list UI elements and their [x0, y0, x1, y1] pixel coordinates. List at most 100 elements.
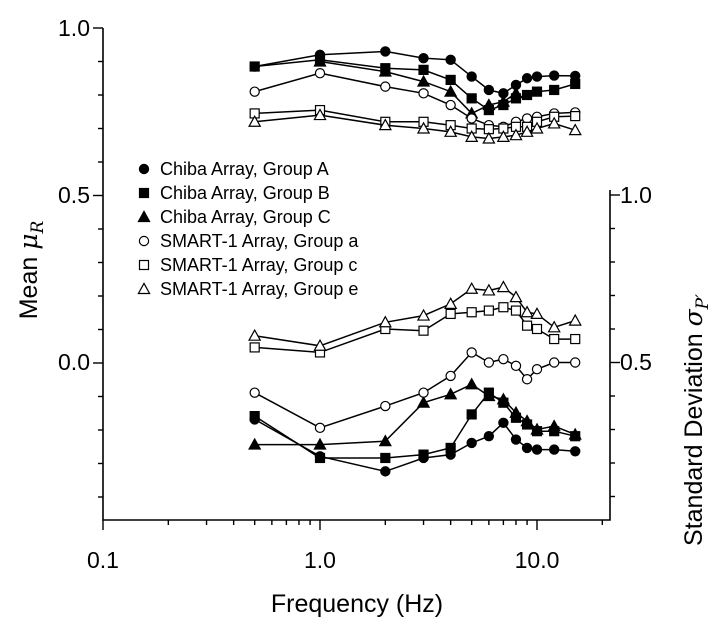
- mean-series-point: [521, 73, 533, 84]
- std-series-point: [568, 427, 582, 440]
- std-series-point: [547, 419, 561, 432]
- std-series-point: [498, 417, 509, 428]
- y-left-tick-label: 0.5: [58, 182, 90, 208]
- std-series-point: [530, 422, 544, 435]
- legend: Chiba Array, Group A Chiba Array, Group …: [137, 159, 359, 299]
- std-series-point: [418, 449, 429, 460]
- legend-marker: [137, 282, 151, 295]
- legend-label: SMART-1 Array, Group a: [160, 231, 359, 251]
- std-series-point: [445, 442, 456, 454]
- svg-text:Mean μR: Mean μR: [14, 221, 48, 320]
- std-series-point: [531, 323, 543, 335]
- std-series-point: [570, 446, 581, 457]
- std-series-point: [510, 305, 522, 316]
- mean-series-point: [249, 86, 260, 97]
- mean-series-point: [482, 98, 496, 111]
- std-series-point: [548, 357, 560, 368]
- std-series-point: [498, 353, 509, 365]
- x-axis-ticks: [102, 520, 604, 530]
- legend-label: Chiba Array, Group B: [160, 183, 330, 203]
- series-layer: [248, 46, 582, 477]
- std-series-point: [568, 313, 582, 326]
- std-series-point: [521, 320, 533, 331]
- std-series-point: [549, 333, 560, 345]
- std-series-point: [378, 434, 392, 447]
- std-series-point: [520, 414, 534, 427]
- std-series-point: [249, 387, 260, 398]
- std-series-point: [482, 283, 496, 296]
- std-series-point: [548, 444, 560, 455]
- mean-series-point: [531, 86, 543, 97]
- std-series-point: [509, 290, 523, 303]
- mean-series-line-1: [254, 59, 576, 111]
- legend-marker: [138, 259, 150, 271]
- y-left-tick-label: 0.0: [58, 349, 90, 375]
- x-tick-label: 1.0: [304, 547, 336, 573]
- std-series-point: [520, 305, 534, 318]
- std-series-point: [547, 320, 561, 333]
- std-series-point: [418, 325, 429, 336]
- std-series-point: [378, 315, 392, 328]
- mean-series-point: [496, 94, 511, 107]
- std-series-point: [313, 437, 327, 450]
- mean-series-point: [313, 54, 327, 67]
- std-series-point: [380, 452, 391, 464]
- mean-series-point: [466, 93, 477, 104]
- mean-series-point: [568, 123, 582, 136]
- legend-label: SMART-1 Array, Group c: [160, 255, 357, 275]
- mean-series-point: [418, 64, 429, 75]
- mean-series-line-0: [254, 50, 576, 95]
- std-series-point: [444, 297, 458, 309]
- mean-series-point: [509, 128, 523, 141]
- mean-series-point: [416, 74, 431, 87]
- mean-series-point: [466, 113, 477, 124]
- std-series-point: [570, 333, 581, 345]
- mean-series-point: [570, 78, 581, 90]
- std-series-point: [496, 392, 511, 405]
- y-right-axis-title: Standard Deviation σP′: [679, 294, 713, 546]
- std-series-point: [483, 357, 495, 368]
- std-series-point: [465, 377, 479, 390]
- std-series-point: [416, 308, 431, 321]
- mean-series-point: [548, 70, 560, 81]
- y-left-tick-label: 1.0: [58, 15, 90, 41]
- mean-series-point: [530, 121, 544, 134]
- std-series-point: [466, 347, 477, 358]
- svg-text:Standard Deviation σP′: Standard Deviation σP′: [679, 294, 713, 546]
- std-series-point: [530, 307, 544, 320]
- mean-series-point: [531, 71, 543, 82]
- mean-series-point: [483, 84, 495, 96]
- legend-markers: [137, 163, 151, 295]
- std-series-point: [248, 437, 262, 450]
- mean-series-point: [520, 125, 534, 137]
- mean-series-point: [521, 89, 533, 101]
- mean-series-point: [248, 114, 262, 127]
- std-series-point: [521, 374, 533, 385]
- legend-label: Chiba Array, Group C: [160, 207, 331, 227]
- std-series-point: [483, 431, 495, 442]
- legend-marker: [138, 235, 150, 247]
- legend-marker: [137, 210, 151, 223]
- y-right-tick-label: 1.0: [620, 182, 652, 208]
- std-series-point: [314, 422, 326, 434]
- axes-frame: [102, 28, 611, 521]
- std-series-point: [380, 400, 391, 412]
- mean-series-point: [249, 61, 260, 72]
- mean-series-point: [570, 111, 581, 122]
- mean-series-point: [378, 64, 392, 77]
- mean-series-point: [378, 118, 392, 131]
- std-series-point: [445, 370, 456, 382]
- mean-series-point: [482, 131, 496, 144]
- std-series-point: [531, 444, 543, 455]
- std-series-point: [521, 442, 533, 454]
- std-series-point: [465, 281, 479, 294]
- mean-series-point: [444, 125, 458, 137]
- std-series-point: [466, 437, 477, 449]
- mean-series-point: [466, 71, 477, 82]
- mean-series-point: [496, 130, 511, 142]
- std-series-point: [498, 302, 509, 313]
- std-series-point: [483, 305, 494, 316]
- std-series-point: [445, 308, 456, 320]
- std-series-point: [531, 364, 543, 375]
